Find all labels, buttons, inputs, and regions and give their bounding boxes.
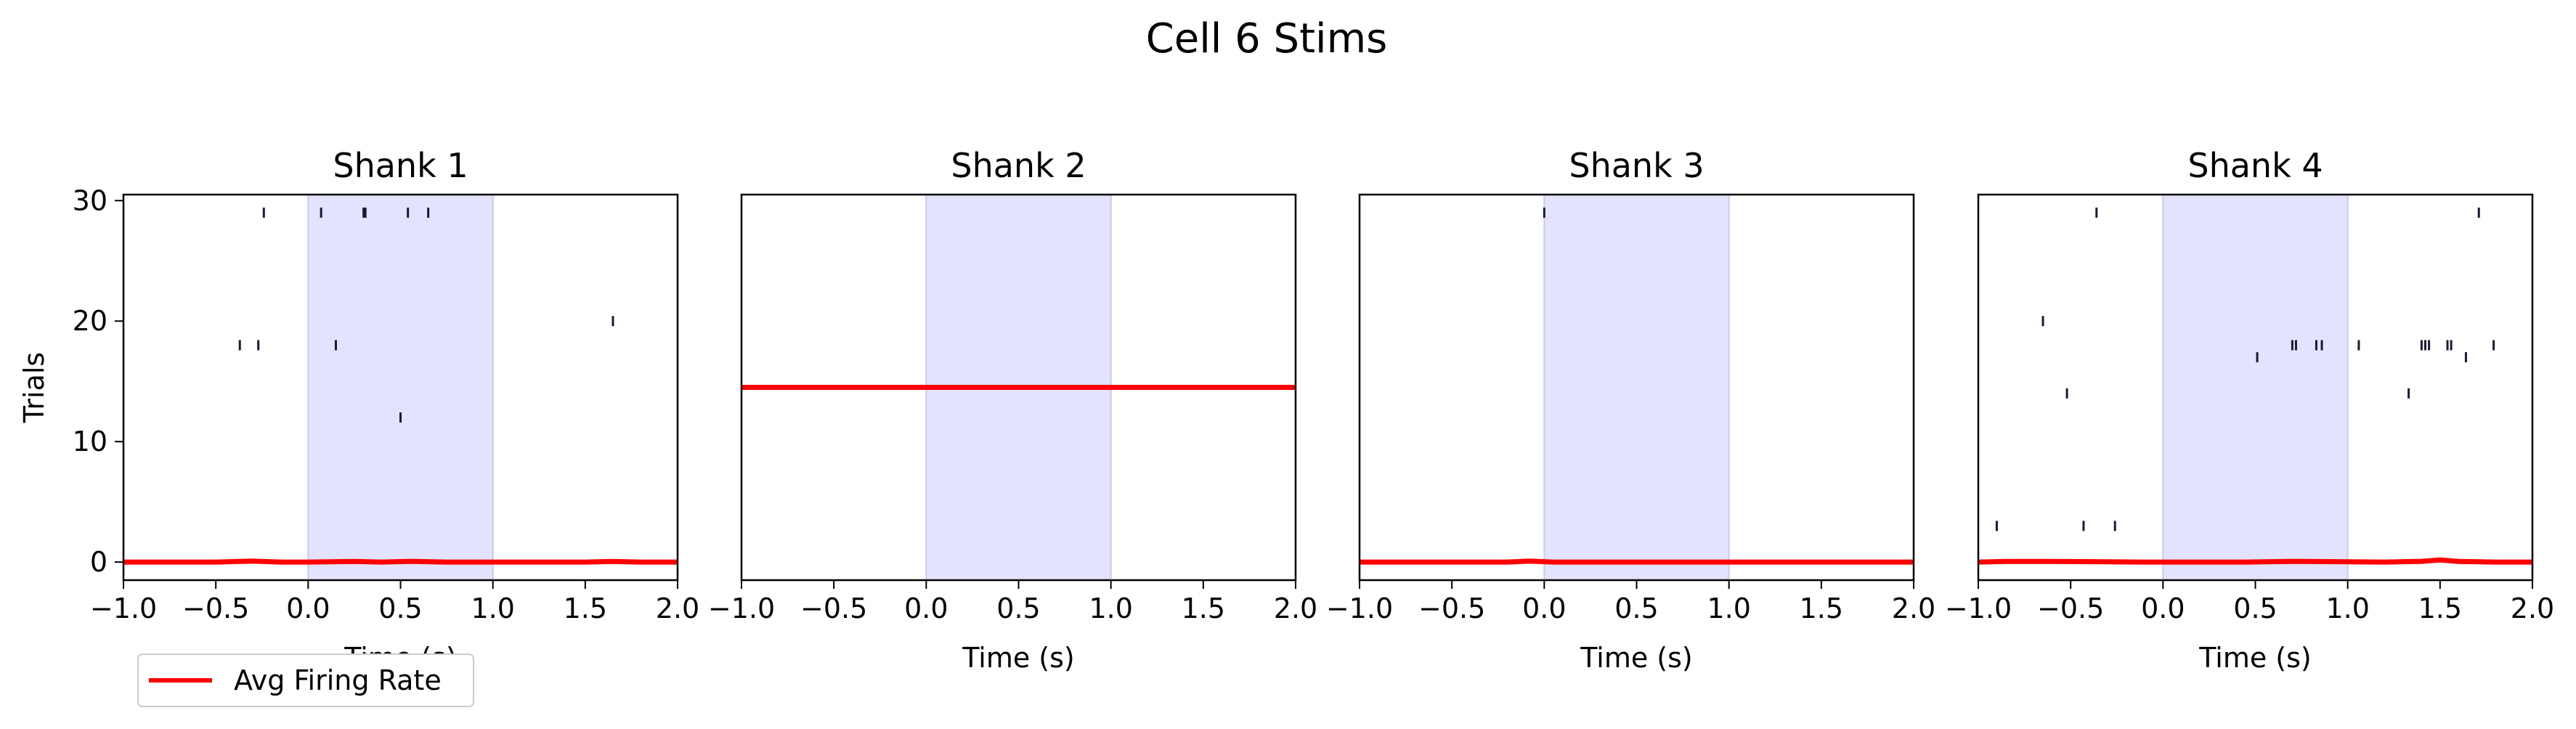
panel-title: Shank 4 [2187, 146, 2323, 185]
x-tick-label: 0.0 [1522, 592, 1566, 624]
x-tick-label: −1.0 [1326, 592, 1393, 624]
x-tick-label: 2.0 [1892, 592, 1935, 624]
x-tick-label: 1.0 [1707, 592, 1750, 624]
panel-title: Shank 1 [333, 146, 468, 185]
x-tick-label: −0.5 [1418, 592, 1485, 624]
y-axis-label: Trials [18, 352, 50, 423]
x-tick-label: −0.5 [800, 592, 867, 624]
x-tick-label: 2.0 [1274, 592, 1317, 624]
panel-shank-3: Shank 3 −1.0 −0.5 0.0 0.5 1.0 1.5 2.0 Time (s) [1326, 146, 1935, 674]
x-tick-label: 1.0 [2325, 592, 2369, 624]
x-axis-label: Time (s) [1580, 642, 1693, 674]
x-tick-label: 1.5 [2418, 592, 2462, 624]
x-tick-label: 0.5 [1614, 592, 1658, 624]
x-tick-label: 1.5 [1182, 592, 1225, 624]
x-tick-label: 1.5 [1800, 592, 1843, 624]
panel-shank-4: Shank 4 −1.0 −0.5 0.0 0.5 1.0 1.5 2.0 Time (s) [1945, 146, 2554, 674]
x-tick-label: 2.0 [2511, 592, 2554, 624]
panels: Shank 1 −1.0 −0.5 0.0 0.5 1.0 1.5 2.0 Time (s) 0 1… [18, 146, 2554, 674]
stim-window [307, 194, 494, 581]
x-tick-label: 2.0 [656, 592, 699, 624]
y-tick-label: 0 [90, 546, 107, 578]
x-tick-label: 0.5 [378, 592, 422, 624]
figure-title: Cell 6 Stims [1146, 15, 1388, 62]
y-tick-label: 20 [73, 305, 107, 337]
x-tick-label: 1.0 [471, 592, 514, 624]
x-tick-label: 0.0 [286, 592, 330, 624]
x-tick-label: 0.0 [2141, 592, 2185, 624]
x-tick-label: −0.5 [2037, 592, 2104, 624]
x-tick-label: −1.0 [708, 592, 775, 624]
legend-box [137, 653, 474, 707]
legend-label: Avg Firing Rate [234, 664, 442, 696]
panel-title: Shank 3 [1569, 146, 1704, 185]
avg-firing-rate-line [1978, 557, 2532, 565]
panel-shank-2: Shank 2 −1.0 −0.5 0.0 0.5 1.0 1.5 2.0 Time (s) [708, 146, 1317, 674]
x-tick-label: 0.5 [996, 592, 1040, 624]
legend: Avg Firing Rate [137, 653, 474, 707]
y-tick-label: 10 [73, 425, 107, 457]
y-tick-label: 30 [73, 184, 107, 216]
x-tick-label: 0.0 [904, 592, 948, 624]
x-tick-label: 1.5 [564, 592, 607, 624]
stim-window [1543, 194, 1730, 581]
x-tick-label: −1.0 [90, 592, 157, 624]
x-tick-label: −1.0 [1945, 592, 2012, 624]
x-axis-label: Time (s) [2198, 642, 2312, 674]
avg-firing-rate-line [123, 558, 678, 565]
avg-firing-rate-line [1360, 558, 1914, 565]
x-axis-label: Time (s) [962, 642, 1075, 674]
stim-window [2162, 194, 2349, 581]
x-tick-label: −0.5 [182, 592, 249, 624]
x-tick-label: 0.5 [2233, 592, 2277, 624]
panel-title: Shank 2 [951, 146, 1086, 185]
x-tick-label: 1.0 [1089, 592, 1132, 624]
